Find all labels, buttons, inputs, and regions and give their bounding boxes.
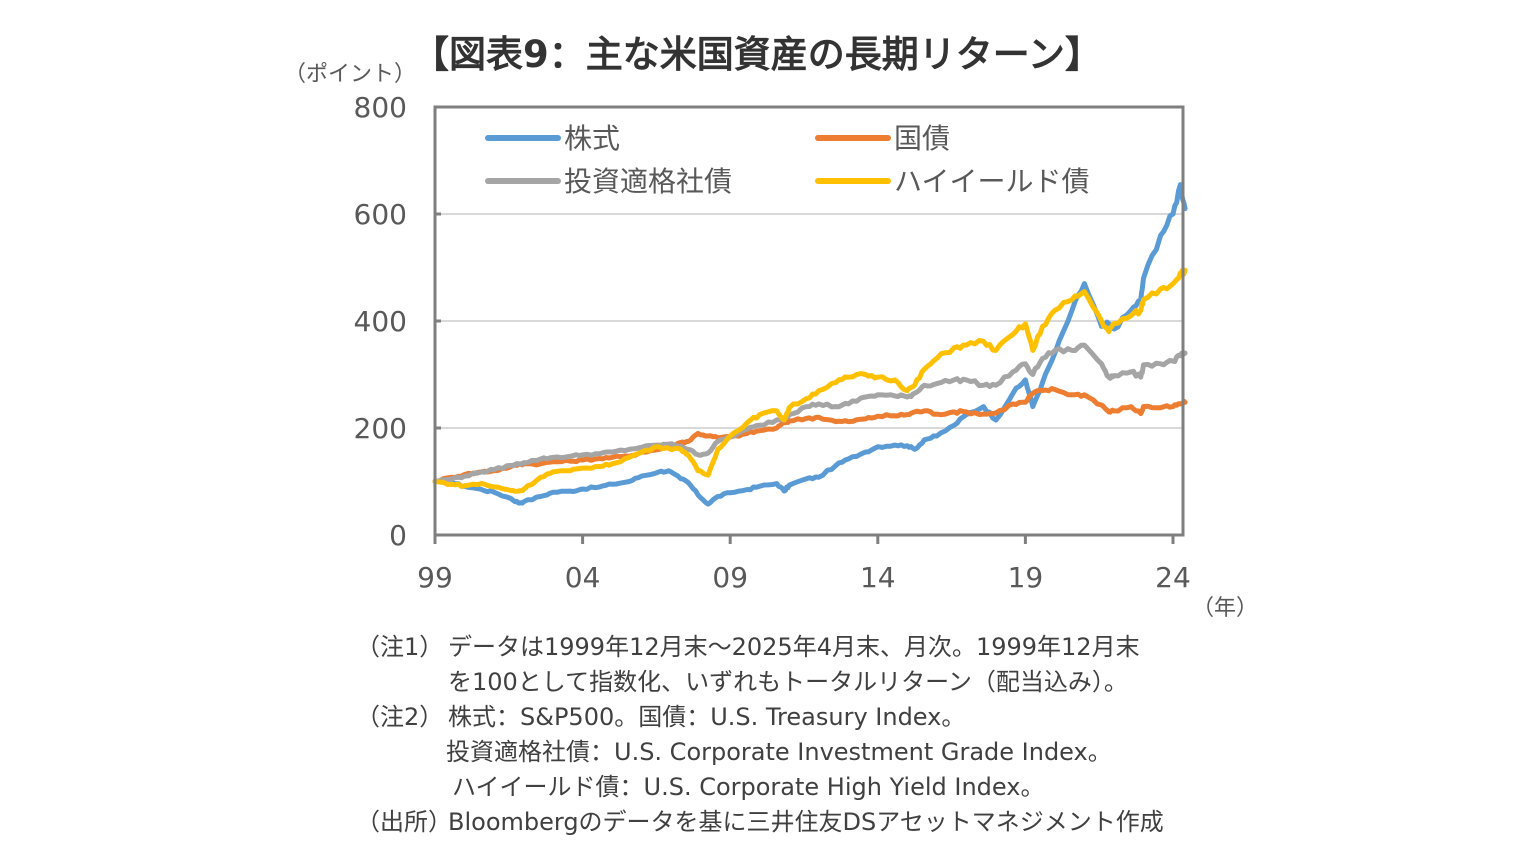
y-tick-label: 200 (354, 412, 407, 445)
x-tick-label: 04 (565, 561, 601, 594)
x-tick-label: 09 (712, 561, 748, 594)
source-label: （出所） (356, 808, 452, 836)
legend-label-stocks: 株式 (564, 122, 620, 155)
x-tick-label: 99 (417, 561, 453, 594)
y-tick-label: 0 (389, 519, 407, 552)
note1-text-line2: を100として指数化、いずれもトータルリターン（配当込み）。 (448, 668, 1128, 696)
chart-title: 【図表9：主な米国資産の長期リターン】 (412, 33, 1102, 76)
note1-label: （注1） (356, 633, 444, 661)
note2-line2: 投資適格社債：U.S. Corporate Investment Grade I… (356, 735, 1164, 770)
note2-text-line2: 投資適格社債：U.S. Corporate Investment Grade I… (446, 738, 1112, 766)
source-line: （出所）Bloombergのデータを基に三井住友DSアセットマネジメント作成 (356, 805, 1164, 840)
note2-text-line1: 株式：S&P500。国債：U.S. Treasury Index。 (448, 703, 966, 731)
legend-label-investment_grade: 投資適格社債 (564, 165, 732, 198)
note2-label: （注2） (356, 703, 444, 731)
y-tick-label: 600 (354, 198, 407, 231)
note1-line1: （注1） データは1999年12月末～2025年4月末、月次。1999年12月末 (356, 630, 1164, 665)
series-line-high_yield (432, 267, 1188, 494)
note2-text-line3: ハイイールド債：U.S. Corporate High Yield Index。 (452, 773, 1045, 801)
note1-line2: を100として指数化、いずれもトータルリターン（配当込み）。 (356, 665, 1164, 700)
footnotes: （注1） データは1999年12月末～2025年4月末、月次。1999年12月末 … (356, 630, 1164, 840)
legend-label-high_yield: ハイイールド債 (894, 165, 1089, 198)
note2-line1: （注2） 株式：S&P500。国債：U.S. Treasury Index。 (356, 700, 1164, 735)
x-tick-label: 14 (860, 561, 896, 594)
legend-label-treasury: 国債 (894, 122, 950, 155)
tick-labels: 0 200 400 600 800 99 04 09 14 19 24 (354, 91, 1191, 594)
series-line-treasury (432, 386, 1188, 484)
series-line-stocks (432, 182, 1188, 507)
y-tick-label: 400 (354, 305, 407, 338)
series-lines (432, 182, 1188, 507)
axes (433, 105, 1185, 544)
x-tick-label: 24 (1155, 561, 1191, 594)
x-axis-unit-label: （年） (1192, 596, 1259, 621)
note2-line3: ハイイールド債：U.S. Corporate High Yield Index。 (356, 770, 1164, 805)
note1-text-line1: データは1999年12月末～2025年4月末、月次。1999年12月末 (448, 633, 1140, 661)
series-line-investment_grade (432, 342, 1188, 484)
source-text: Bloombergのデータを基に三井住友DSアセットマネジメント作成 (448, 808, 1164, 836)
x-tick-label: 19 (1008, 561, 1044, 594)
y-tick-label: 800 (354, 91, 407, 124)
grid-lines (435, 213, 1183, 429)
y-axis-unit-label: （ポイント） (284, 62, 417, 87)
